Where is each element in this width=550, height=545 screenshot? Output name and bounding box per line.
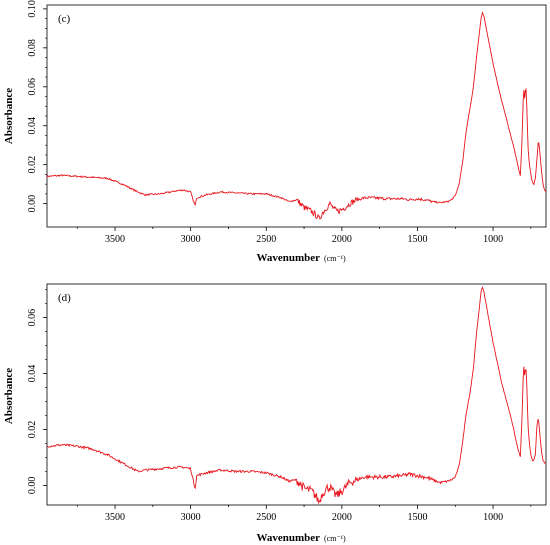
x-ticks-c: 3500 3000 2500 2000 1500 1000 (76, 227, 532, 245)
x-tick-label: 3000 (181, 512, 201, 523)
x-ticks-d: 3500 3000 2500 2000 1500 1000 (76, 505, 532, 523)
x-axis-unit-c: (cm⁻¹) (324, 254, 346, 263)
x-tick-label: 3000 (181, 234, 201, 245)
x-axis-title-d: Wavenumber (256, 532, 320, 544)
y-tick-label: 0.06 (27, 78, 38, 96)
x-tick-label: 1000 (483, 512, 503, 523)
x-tick-label: 2000 (332, 512, 352, 523)
plot-frame-c (46, 4, 547, 228)
y-ticks-d: 0.00 0.02 0.04 0.06 (27, 289, 47, 495)
y-tick-label: 0.06 (27, 309, 38, 327)
y-ticks-c: 0.00 0.02 0.04 0.06 0.08 0.10 (27, 0, 47, 212)
x-tick-label: 2500 (256, 234, 276, 245)
x-tick-label: 2000 (332, 234, 352, 245)
y-tick-label: 0.04 (27, 365, 38, 383)
x-tick-label: 2500 (256, 512, 276, 523)
x-tick-label: 3500 (105, 234, 125, 245)
panel-label-d: (d) (58, 292, 71, 304)
x-axis-unit-d: (cm⁻¹) (324, 534, 346, 543)
spectrum-line-c (46, 11, 547, 220)
y-tick-label: 0.02 (27, 421, 38, 439)
panel-d: (d) 0.00 0.02 0.04 0.06 3500 3000 2500 2000 150… (3, 283, 547, 544)
x-tick-label: 1500 (407, 512, 427, 523)
x-axis-title-c: Wavenumber (256, 252, 320, 264)
x-tick-label: 1500 (407, 234, 427, 245)
y-tick-label: 0.04 (27, 117, 38, 135)
spectrum-line-d (46, 286, 547, 505)
panel-c: (c) 0.00 0.02 0.04 0.06 0.08 0.10 3500 3000 250… (3, 0, 547, 264)
y-axis-title-c: Absorbance (3, 88, 15, 144)
x-tick-label: 3500 (105, 512, 125, 523)
y-axis-title-d: Absorbance (3, 368, 15, 424)
panel-label-c: (c) (58, 13, 71, 25)
y-tick-label: 0.00 (27, 195, 38, 213)
plot-frame-d (46, 283, 547, 506)
y-tick-label: 0.08 (27, 39, 38, 57)
y-tick-label: 0.02 (27, 156, 38, 174)
y-tick-label: 0.00 (27, 477, 38, 495)
x-tick-label: 1000 (483, 234, 503, 245)
y-tick-label: 0.10 (27, 0, 38, 18)
